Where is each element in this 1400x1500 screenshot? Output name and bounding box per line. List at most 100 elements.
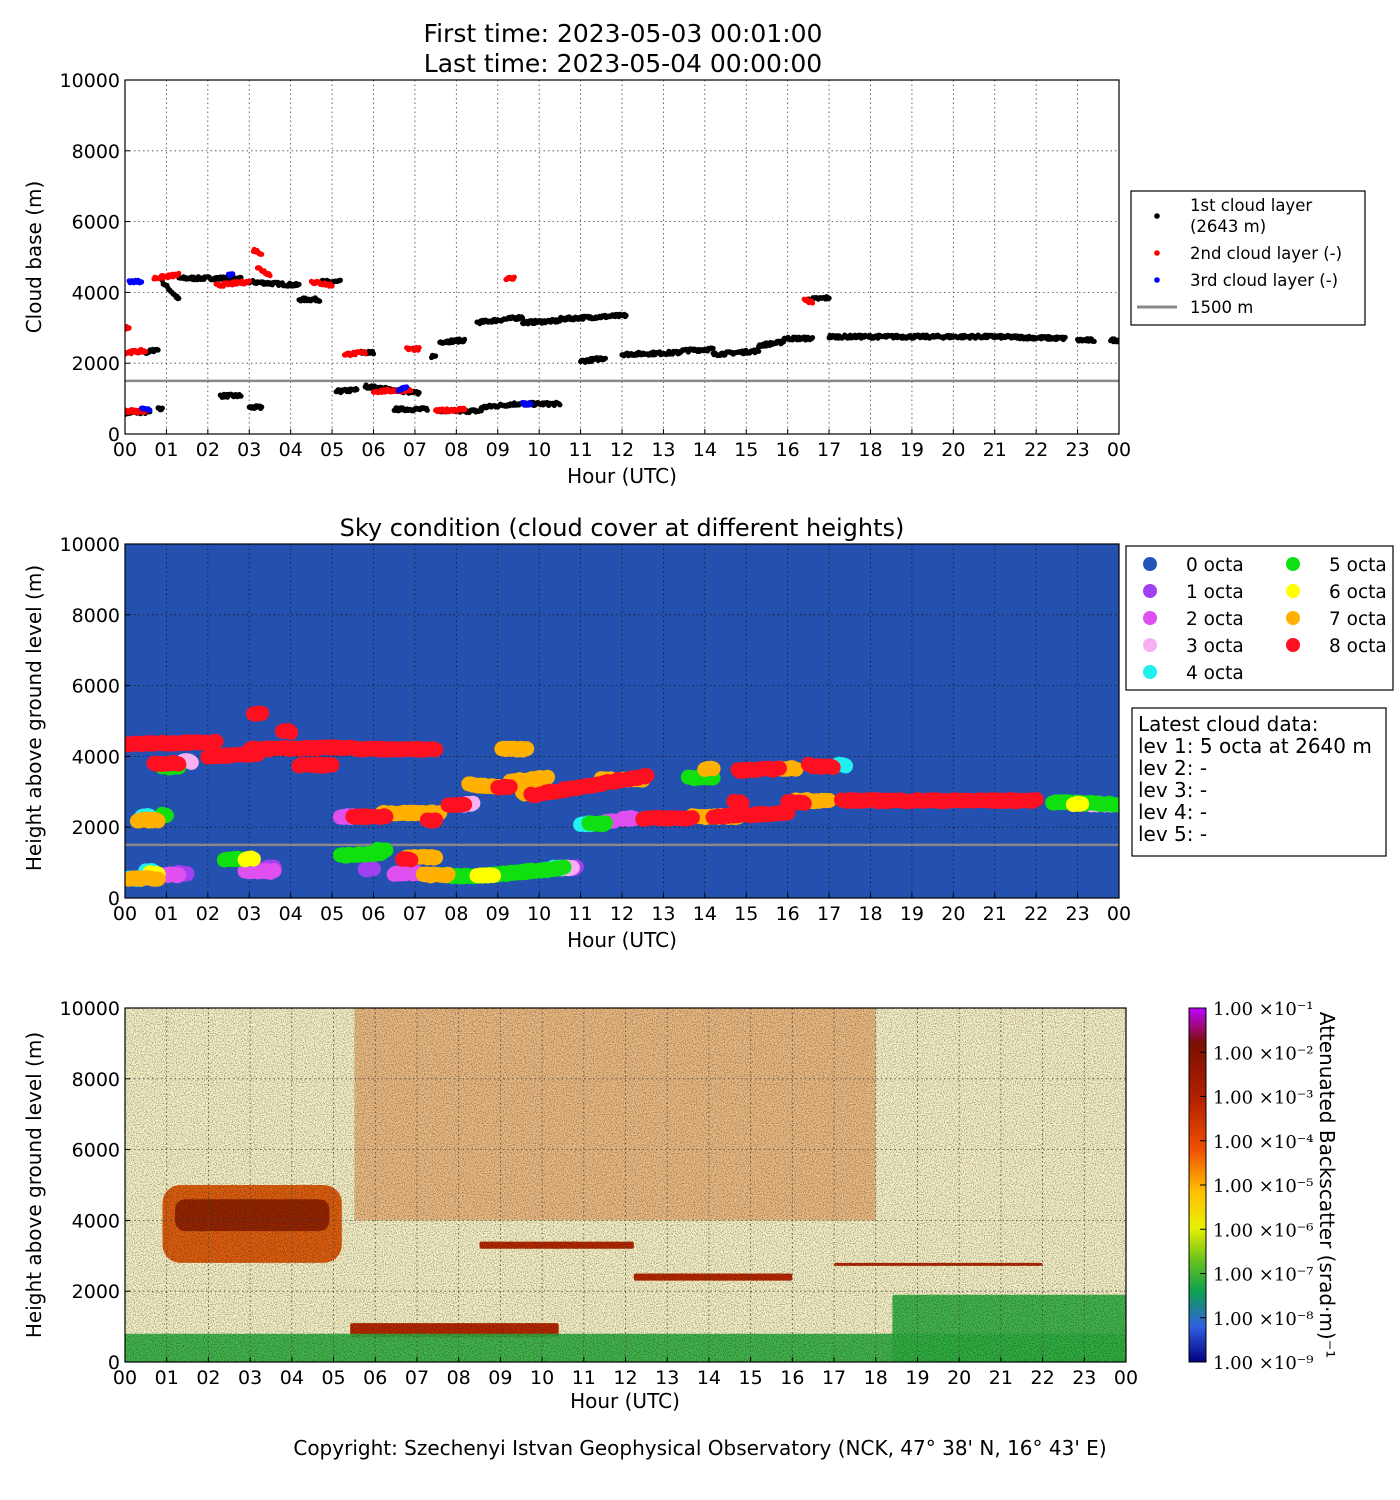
cloud-layer-point [143,349,149,355]
latest-lev3: lev 3: - [1138,778,1207,802]
latest-lev4: lev 4: - [1138,800,1207,824]
x-tick-label: 17 [817,903,841,925]
cloud-layer-point [416,390,422,396]
octa-point [821,793,837,808]
cloud-layer-point [259,251,265,257]
octa-point [283,725,299,740]
latest-lev5: lev 5: - [1138,822,1207,846]
x-tick-label: 11 [568,439,592,461]
figure: First time: 2023-05-03 00:01:00 Last tim… [22,19,1394,1413]
x-tick-label: 21 [983,439,1007,461]
legend-threshold: 1500 m [1190,298,1253,317]
octa-legend-marker [1143,611,1157,625]
x-tick-label: 13 [655,1367,679,1389]
cloud-layer-point [246,278,252,284]
x-tick-label: 07 [403,903,427,925]
x-tick-label: 02 [196,1367,220,1389]
x-tick-label: 19 [900,439,924,461]
sky-condition-chart: Sky condition (cloud cover at different … [22,514,1394,952]
x-tick-label: 16 [780,1367,804,1389]
x-tick-label: 12 [613,1367,637,1389]
y-tick-label: 4000 [72,1210,120,1232]
octa-point [1111,797,1119,813]
cloud-layer-point [296,281,302,287]
sky-condition-grid [125,544,1119,898]
x-tick-label: 20 [941,439,965,461]
cloud-base-legend: 1st cloud layer (2643 m) 2nd cloud layer… [1130,190,1366,326]
x-tick-label: 12 [610,439,634,461]
colorbar-label: Attenuated Backscatter (srad·m)⁻¹ [1315,1012,1339,1359]
cloud-layer-point [337,277,343,283]
y-tick-label: 0 [108,1352,120,1374]
y-tick-label: 8000 [72,141,120,163]
octa-point [403,852,419,868]
x-tick-label: 17 [817,439,841,461]
sky-condition-xlabel: Hour (UTC) [567,928,677,952]
x-tick-label: 19 [905,1367,929,1389]
octa-point [705,761,721,777]
octa-point [796,795,812,811]
colorbar-tick-label: 1.00 ×10⁻¹ [1213,999,1314,1020]
cloud-layer-point [126,325,132,331]
y-tick-label: 6000 [72,676,120,698]
octa-point [378,842,394,858]
legend-second-layer: 2nd cloud layer (-) [1190,244,1342,263]
y-tick-label: 2000 [72,353,120,375]
y-tick-label: 6000 [72,212,120,234]
x-tick-label: 09 [488,1367,512,1389]
cloud-layer-point [809,300,816,306]
colorbar-tick-label: 1.00 ×10⁻⁴ [1213,1132,1314,1153]
octa-legend-marker [1143,584,1157,598]
octa-point [428,742,444,758]
x-tick-label: 00 [113,439,137,461]
octa-legend-label: 1 octa [1186,582,1244,603]
x-tick-label: 10 [527,903,551,925]
octa-point [838,758,854,774]
y-tick-label: 10000 [60,534,120,556]
cloud-layer-point [329,283,335,289]
cloud-layer-point [557,402,563,408]
octa-legend-label: 8 octa [1329,636,1387,657]
cloud-layer-point [267,273,273,279]
x-tick-label: 23 [1065,903,1089,925]
octa-point [788,761,804,777]
x-tick-label: 17 [822,1367,846,1389]
x-tick-label: 23 [1072,1367,1096,1389]
x-tick-label: 18 [858,439,882,461]
x-tick-label: 13 [651,903,675,925]
cloud-layer-point [756,348,762,354]
cloud-layer-point [370,351,377,357]
octa-point [208,734,224,749]
cloud-layer-point [462,407,468,413]
colorbar-tick-label: 1.00 ×10⁻⁶ [1213,1220,1314,1241]
cloud-layer-point [362,351,368,357]
x-tick-label: 09 [486,439,510,461]
octa-point [378,809,394,825]
cloud-layer-point [317,298,323,304]
x-tick-label: 04 [280,1367,304,1389]
legend-third-layer: 3rd cloud layer (-) [1190,271,1338,290]
cloud-layer-point [147,407,153,413]
cloud-layer-point [354,386,360,393]
octa-point [366,861,381,877]
x-tick-label: 02 [196,439,220,461]
octa-legend-marker [1286,584,1300,598]
cloud-layer-point [602,355,609,361]
x-tick-label: 03 [237,439,261,461]
y-tick-label: 10000 [60,70,120,92]
legend-marker-third [1154,277,1160,283]
x-tick-label: 04 [279,439,303,461]
x-tick-label: 03 [238,1367,262,1389]
x-tick-label: 08 [444,439,468,461]
x-tick-label: 15 [734,439,758,461]
octa-point [150,813,166,829]
cloud-layer-point [424,407,430,413]
x-tick-label: 00 [1107,439,1131,461]
octa-point [519,741,535,757]
octa-point [428,850,444,865]
x-tick-label: 22 [1030,1367,1054,1389]
legend-marker-second [1154,250,1160,256]
octa-point [171,756,187,772]
cloud-layer-point [710,345,716,351]
first-time-title: First time: 2023-05-03 00:01:00 [424,19,823,48]
